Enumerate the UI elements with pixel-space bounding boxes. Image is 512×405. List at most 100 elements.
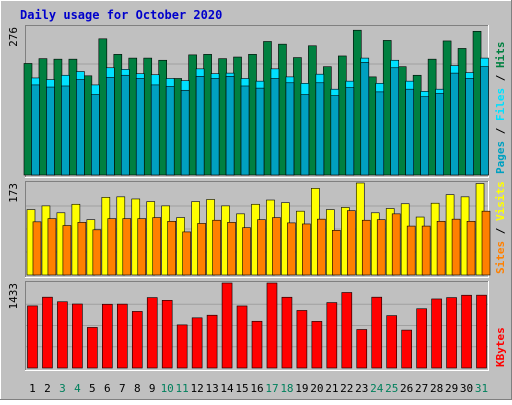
bar-hits-day-20 bbox=[308, 45, 317, 176]
bar-hits-day-22 bbox=[338, 55, 347, 176]
bar-hits-day-29 bbox=[442, 40, 452, 176]
bar-hits-day-31 bbox=[472, 30, 482, 176]
bar-hits-day-26 bbox=[397, 66, 407, 176]
bar-hits-day-7 bbox=[113, 54, 123, 176]
day-label-6: 6 bbox=[104, 382, 111, 395]
day-label-4: 4 bbox=[74, 382, 81, 395]
bar-hits-day-18 bbox=[278, 43, 287, 176]
day-label-11: 11 bbox=[176, 382, 189, 395]
day-label-26: 26 bbox=[400, 382, 413, 395]
panel-top-max-label: 276 bbox=[7, 27, 20, 47]
bar-pages-day-13 bbox=[210, 78, 220, 176]
bar-kbytes-day-19 bbox=[296, 310, 308, 369]
day-label-28: 28 bbox=[430, 382, 443, 395]
bar-sites-day-6 bbox=[107, 218, 117, 276]
bar-kbytes-day-8 bbox=[131, 311, 143, 369]
bar-hits-day-11 bbox=[173, 78, 182, 176]
panel-top-legend: Pages / Files / Hits bbox=[494, 42, 507, 175]
bar-kbytes-day-27 bbox=[416, 308, 427, 369]
bar-sites-day-27 bbox=[421, 225, 431, 276]
bar-sites-day-30 bbox=[466, 220, 476, 276]
bar-pages-day-25 bbox=[390, 67, 400, 176]
day-label-15: 15 bbox=[235, 382, 248, 395]
bar-sites-day-8 bbox=[137, 218, 147, 276]
bar-kbytes-day-17 bbox=[266, 282, 278, 369]
bar-kbytes-day-18 bbox=[281, 296, 293, 369]
bar-sites-day-12 bbox=[197, 223, 206, 276]
bar-kbytes-day-20 bbox=[311, 321, 323, 369]
bar-pages-day-7 bbox=[120, 74, 130, 176]
bar-kbytes-day-22 bbox=[341, 292, 353, 369]
bar-hits-day-25 bbox=[382, 40, 392, 176]
bar-hits-day-30 bbox=[457, 48, 467, 176]
series-sites bbox=[32, 210, 491, 276]
bar-pages-day-24 bbox=[375, 91, 385, 176]
day-label-29: 29 bbox=[445, 382, 458, 395]
bar-sites-day-4 bbox=[77, 222, 87, 276]
bar-pages-day-5 bbox=[91, 94, 100, 176]
bar-kbytes-day-16 bbox=[251, 320, 263, 369]
series-visits bbox=[26, 182, 485, 276]
bar-kbytes-day-25 bbox=[386, 315, 398, 369]
bar-pages-day-18 bbox=[285, 82, 295, 176]
panel-bottom: 1433 KBytes bbox=[7, 281, 507, 371]
chart-panels: 276 Pages / Files / Hits 173 Sites / Visits… bbox=[7, 25, 507, 371]
panel-middle-legend: Sites / Visits bbox=[494, 181, 507, 274]
bar-hits-day-4 bbox=[68, 58, 78, 176]
day-label-13: 13 bbox=[205, 382, 218, 395]
bar-sites-day-24 bbox=[376, 219, 386, 276]
bar-sites-day-14 bbox=[227, 222, 236, 276]
bar-pages-day-11 bbox=[180, 89, 190, 176]
day-label-17: 17 bbox=[265, 382, 278, 395]
bar-sites-day-29 bbox=[451, 218, 461, 276]
day-label-3: 3 bbox=[59, 382, 66, 395]
day-label-20: 20 bbox=[310, 382, 323, 395]
bar-sites-day-20 bbox=[317, 218, 326, 276]
bar-pages-day-27 bbox=[420, 96, 429, 176]
bar-pages-day-14 bbox=[225, 76, 235, 176]
bar-kbytes-day-3 bbox=[57, 301, 68, 369]
bar-kbytes-day-15 bbox=[236, 305, 248, 369]
legend-visits: Visits bbox=[494, 181, 507, 221]
legend-sites: Sites bbox=[494, 241, 507, 274]
bar-pages-day-19 bbox=[300, 94, 310, 176]
bar-pages-day-29 bbox=[450, 72, 459, 176]
legend-separator: / bbox=[494, 68, 507, 88]
day-label-5: 5 bbox=[89, 382, 96, 395]
bar-pages-day-10 bbox=[165, 86, 175, 176]
bar-hits-day-21 bbox=[323, 66, 332, 176]
series-kbytes bbox=[27, 282, 487, 369]
bar-pages-day-21 bbox=[330, 95, 340, 176]
bar-pages-day-26 bbox=[405, 88, 414, 176]
day-label-31: 31 bbox=[475, 382, 488, 395]
bar-hits-day-14 bbox=[218, 58, 227, 176]
bar-pages-day-3 bbox=[61, 85, 70, 176]
bar-hits-day-27 bbox=[412, 74, 422, 176]
day-label-27: 27 bbox=[415, 382, 428, 395]
bar-kbytes-day-6 bbox=[102, 303, 113, 369]
bar-sites-day-31 bbox=[481, 210, 491, 276]
bar-kbytes-day-13 bbox=[206, 314, 218, 369]
bar-pages-day-20 bbox=[315, 82, 325, 176]
bar-sites-day-18 bbox=[287, 222, 296, 276]
bar-pages-day-9 bbox=[150, 84, 160, 176]
bar-pages-day-4 bbox=[76, 79, 85, 176]
bar-pages-day-30 bbox=[465, 78, 474, 176]
bar-sites-day-25 bbox=[391, 213, 401, 276]
bar-hits-day-8 bbox=[128, 57, 138, 176]
bar-pages-day-28 bbox=[435, 93, 444, 176]
legend-separator: / bbox=[494, 221, 507, 241]
series-pages bbox=[31, 62, 489, 176]
bar-kbytes-day-29 bbox=[446, 297, 457, 369]
bar-kbytes-day-30 bbox=[461, 294, 472, 369]
legend-separator: / bbox=[494, 121, 507, 141]
bar-sites-day-16 bbox=[257, 219, 266, 276]
bar-kbytes-day-4 bbox=[72, 303, 83, 369]
panel-bottom-legend: KBytes bbox=[494, 327, 507, 367]
day-label-18: 18 bbox=[280, 382, 293, 395]
day-label-19: 19 bbox=[295, 382, 308, 395]
legend-kbytes: KBytes bbox=[494, 327, 507, 367]
legend-files: Files bbox=[494, 88, 507, 121]
bar-sites-day-3 bbox=[62, 225, 72, 276]
